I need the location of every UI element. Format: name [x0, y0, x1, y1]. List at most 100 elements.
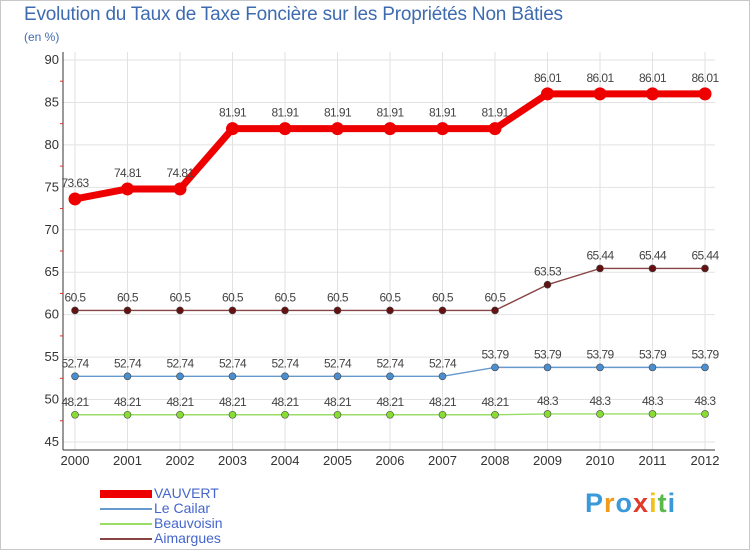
data-label-beauvoisin: 48.21	[166, 395, 194, 409]
data-label-aimargues: 65.44	[586, 248, 614, 262]
data-label-aimargues: 63.53	[534, 265, 562, 279]
legend-swatch	[100, 508, 152, 510]
data-point-aimargues	[438, 306, 447, 315]
data-point-vauvert	[383, 122, 397, 136]
chart-title: Evolution du Taux de Taxe Foncière sur l…	[24, 4, 563, 25]
data-label-beauvoisin: 48.21	[429, 395, 457, 409]
data-point-beauvoisin	[123, 410, 132, 419]
data-label-le-cailar: 53.79	[639, 347, 667, 361]
logo-letter: P	[585, 488, 605, 518]
data-point-beauvoisin	[543, 410, 552, 418]
y-tick-label: 85	[45, 94, 59, 109]
logo-letter: x	[633, 488, 650, 518]
data-point-le-cailar	[281, 372, 289, 381]
data-label-vauvert: 86.01	[639, 71, 667, 85]
data-label-aimargues: 60.5	[327, 290, 349, 304]
legend-swatch	[100, 490, 152, 498]
data-point-aimargues	[123, 306, 132, 315]
y-tick-label: 65	[45, 264, 59, 279]
data-label-aimargues: 60.5	[275, 290, 297, 304]
data-point-aimargues	[176, 306, 184, 315]
x-tick-label: 2005	[323, 453, 352, 468]
axis-layer: 45 50 55 60 65 70 75 80 85 90 2000 2001 2002 2003 2004…	[45, 52, 720, 468]
data-label-beauvoisin: 48.3	[590, 394, 612, 408]
legend-swatch	[100, 523, 152, 525]
y-tick-label: 60	[45, 307, 59, 322]
x-tick-label: 2012	[691, 453, 720, 468]
x-tick-label: 2008	[481, 453, 510, 468]
data-label-aimargues: 60.5	[380, 290, 402, 304]
logo-letter: r	[604, 488, 616, 518]
data-point-le-cailar	[543, 363, 552, 372]
data-point-beauvoisin	[176, 410, 184, 419]
data-label-vauvert: 81.91	[429, 106, 457, 120]
data-label-le-cailar: 52.74	[114, 356, 142, 370]
data-point-vauvert	[331, 122, 344, 136]
data-point-beauvoisin	[648, 410, 657, 418]
data-point-vauvert	[121, 182, 134, 196]
data-point-beauvoisin	[333, 410, 342, 419]
data-label-beauvoisin: 48.21	[219, 395, 247, 409]
data-label-vauvert: 81.91	[324, 106, 352, 120]
data-point-le-cailar	[438, 372, 447, 381]
data-point-beauvoisin	[228, 410, 237, 419]
data-label-aimargues: 65.44	[691, 248, 719, 262]
data-point-beauvoisin	[701, 410, 709, 418]
data-point-le-cailar	[386, 372, 394, 381]
data-point-le-cailar	[648, 363, 657, 372]
data-label-beauvoisin: 48.3	[537, 394, 559, 408]
data-label-vauvert: 74.81	[166, 166, 194, 180]
data-label-vauvert: 73.63	[61, 176, 89, 190]
data-label-le-cailar: 53.79	[534, 347, 562, 361]
data-label-aimargues: 60.5	[65, 290, 87, 304]
data-label-beauvoisin: 48.21	[481, 395, 509, 409]
x-tick-label: 2001	[113, 453, 142, 468]
data-label-aimargues: 60.5	[222, 290, 244, 304]
x-tick-label: 2006	[376, 453, 405, 468]
x-tick-label: 2003	[218, 453, 247, 468]
data-point-vauvert	[646, 87, 659, 101]
legend-swatch	[100, 538, 152, 540]
x-tick-label: 2002	[166, 453, 195, 468]
data-label-le-cailar: 53.79	[481, 347, 509, 361]
data-label-aimargues: 65.44	[639, 248, 667, 262]
data-label-vauvert: 74.81	[114, 166, 142, 180]
x-tick-label: 2000	[61, 453, 90, 468]
legend-label: Aimargues	[154, 530, 221, 546]
y-tick-label: 70	[45, 222, 59, 237]
data-point-aimargues	[648, 264, 657, 273]
logo-letter: i	[649, 488, 658, 518]
data-label-vauvert: 86.01	[691, 71, 719, 85]
data-point-aimargues	[281, 306, 289, 315]
proxiti-logo[interactable]: Proxiti	[585, 488, 676, 519]
data-label-vauvert: 81.91	[271, 106, 299, 120]
data-label-aimargues: 60.5	[117, 290, 139, 304]
x-tick-label: 2010	[586, 453, 615, 468]
x-tick-label: 2004	[271, 453, 300, 468]
unit-label: (en %)	[24, 30, 60, 44]
data-point-vauvert	[541, 87, 554, 101]
data-point-aimargues	[71, 306, 79, 315]
x-tick-label: 2011	[639, 453, 667, 468]
data-point-vauvert	[226, 122, 239, 136]
y-tick-label: 75	[45, 179, 59, 194]
data-point-le-cailar	[71, 372, 79, 381]
data-label-beauvoisin: 48.3	[695, 394, 717, 408]
data-point-aimargues	[701, 264, 709, 273]
data-point-le-cailar	[123, 372, 132, 381]
data-point-beauvoisin	[491, 410, 499, 419]
logo-letter: t	[657, 488, 668, 518]
data-point-vauvert	[68, 192, 82, 206]
data-point-aimargues	[596, 264, 604, 273]
x-tick-label: 2007	[428, 453, 457, 468]
logo-letter: o	[615, 488, 634, 518]
data-point-aimargues	[543, 280, 552, 289]
legend-label: Beauvoisin	[154, 515, 223, 531]
logo-letter: i	[667, 488, 677, 518]
data-label-le-cailar: 52.74	[429, 356, 457, 370]
data-label-vauvert: 86.01	[586, 71, 614, 85]
data-label-le-cailar: 53.79	[691, 347, 719, 361]
data-point-le-cailar	[228, 372, 237, 381]
legend-label: VAUVERT	[154, 485, 219, 501]
data-point-beauvoisin	[596, 410, 604, 418]
